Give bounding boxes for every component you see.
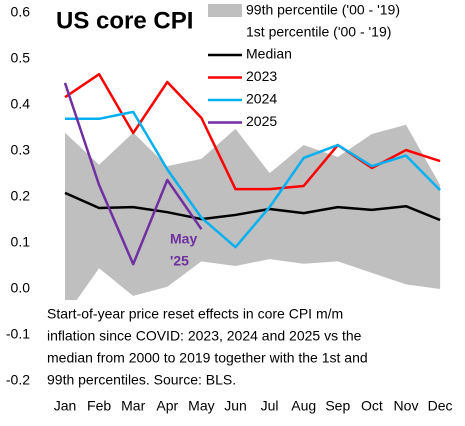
y-tick-label: 0.0 bbox=[11, 280, 31, 296]
annotation: '25 bbox=[170, 253, 189, 269]
x-tick-label: Jan bbox=[54, 398, 77, 414]
y-tick-label: 0.1 bbox=[11, 234, 31, 250]
y-tick-label: -0.2 bbox=[6, 372, 30, 388]
note-line: median from 2000 to 2019 together with t… bbox=[47, 350, 368, 366]
note-line: 99th percentiles. Source: BLS. bbox=[47, 372, 236, 388]
x-tick-label: Jul bbox=[261, 398, 279, 414]
y-tick-label: -0.1 bbox=[6, 326, 30, 342]
legend-label: 2023 bbox=[246, 68, 277, 84]
y-tick-label: 0.6 bbox=[11, 4, 31, 20]
y-tick-label: 0.4 bbox=[11, 96, 31, 112]
annotation: May bbox=[170, 231, 197, 247]
plot-layer: May '25 Start-of-year price reset effects … bbox=[6, 2, 462, 414]
x-tick-label: Feb bbox=[87, 398, 111, 414]
series-line bbox=[64, 191, 441, 222]
note-box bbox=[44, 300, 462, 394]
x-tick-label: Apr bbox=[156, 398, 178, 414]
x-tick-label: Aug bbox=[291, 398, 316, 414]
x-tick-label: May bbox=[188, 398, 214, 414]
y-tick-label: 0.3 bbox=[11, 142, 31, 158]
x-tick-label: Dec bbox=[428, 398, 453, 414]
legend-label: 1st percentile ('00 - '19) bbox=[246, 24, 391, 40]
legend-label: 99th percentile ('00 - '19) bbox=[246, 2, 400, 18]
note-line: Start-of-year price reset effects in cor… bbox=[47, 306, 343, 322]
x-tick-label: Nov bbox=[394, 398, 419, 414]
legend-swatch bbox=[208, 4, 242, 17]
y-tick-label: 0.2 bbox=[11, 188, 31, 204]
note-line: inflation since COVID: 2023, 2024 and 20… bbox=[47, 328, 362, 344]
percentile-band bbox=[65, 124, 441, 317]
legend-label: 2024 bbox=[246, 91, 277, 107]
chart-title: US core CPI bbox=[56, 7, 193, 34]
legend-label: Median bbox=[246, 46, 292, 62]
y-tick-label: 0.5 bbox=[11, 50, 31, 66]
legend-label: 2025 bbox=[246, 113, 277, 129]
x-tick-label: Oct bbox=[361, 398, 383, 414]
x-tick-label: Mar bbox=[121, 398, 145, 414]
x-tick-label: Sep bbox=[325, 398, 350, 414]
legend: 99th percentile ('00 - '19) 1st percentil… bbox=[208, 2, 400, 129]
series-line bbox=[63, 82, 203, 266]
series-line bbox=[65, 110, 441, 249]
x-tick-label: Jun bbox=[224, 398, 247, 414]
